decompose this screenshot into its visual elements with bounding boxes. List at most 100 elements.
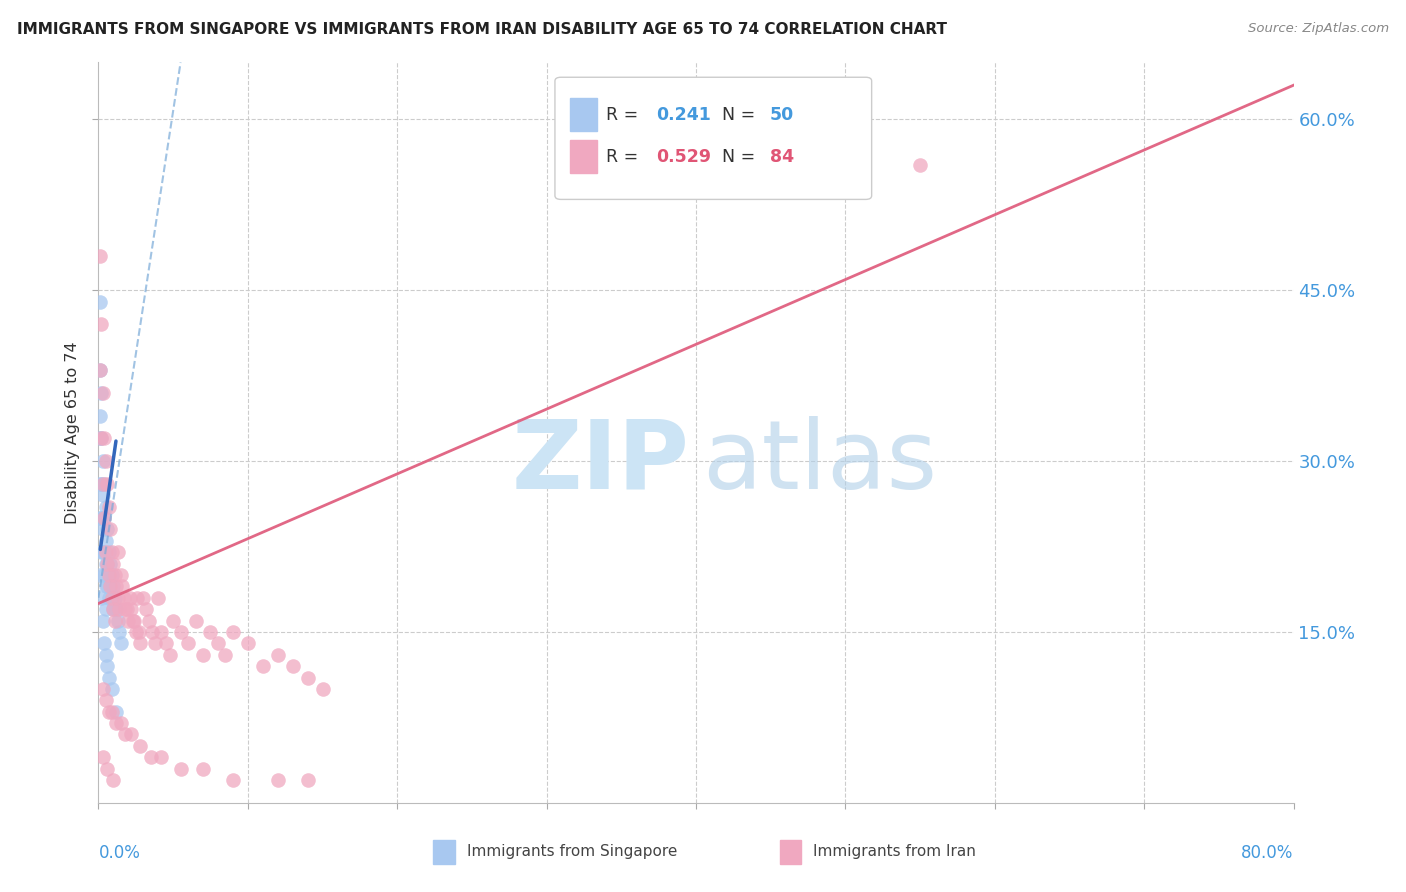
Point	[91, 476, 114, 491]
Point	[184, 614, 207, 628]
Point	[96, 557, 118, 571]
Text: 84: 84	[770, 148, 794, 166]
Point	[135, 602, 157, 616]
Point	[107, 614, 129, 628]
Text: ZIP: ZIP	[512, 416, 690, 508]
Point	[98, 523, 122, 537]
Point	[105, 705, 128, 719]
Text: 0.0%: 0.0%	[98, 844, 141, 862]
Point	[125, 624, 148, 639]
Text: Immigrants from Iran: Immigrants from Iran	[813, 844, 976, 859]
Point	[214, 648, 236, 662]
Point	[89, 409, 111, 423]
Text: 0.529: 0.529	[657, 148, 711, 166]
Point	[93, 568, 115, 582]
Point	[93, 511, 115, 525]
Point	[98, 579, 122, 593]
Point	[222, 624, 245, 639]
Bar	[571, 98, 596, 131]
Point	[129, 739, 152, 753]
Point	[91, 750, 114, 764]
Point	[120, 727, 142, 741]
Point	[177, 636, 200, 650]
Point	[93, 545, 115, 559]
Point	[97, 568, 120, 582]
Text: 80.0%: 80.0%	[1241, 844, 1294, 862]
Point	[267, 772, 290, 787]
Point	[139, 750, 162, 764]
Bar	[779, 840, 801, 863]
Text: R =: R =	[606, 106, 644, 124]
Point	[97, 568, 120, 582]
Point	[97, 591, 120, 605]
Point	[108, 602, 131, 616]
Bar	[571, 140, 596, 173]
Point	[143, 636, 166, 650]
Point	[104, 568, 127, 582]
Point	[90, 511, 112, 525]
Point	[114, 727, 136, 741]
Point	[132, 591, 155, 605]
Point	[89, 568, 111, 582]
Point	[93, 636, 115, 650]
Point	[90, 545, 112, 559]
Point	[93, 476, 115, 491]
Point	[236, 636, 259, 650]
Point	[110, 716, 132, 731]
Point	[162, 614, 184, 628]
Point	[118, 591, 141, 605]
Point	[124, 614, 146, 628]
Point	[90, 591, 112, 605]
Point	[103, 602, 125, 616]
Point	[103, 557, 125, 571]
Point	[90, 385, 112, 400]
Point	[111, 579, 134, 593]
Point	[94, 545, 117, 559]
Text: 50: 50	[770, 106, 794, 124]
Point	[159, 648, 181, 662]
Point	[110, 636, 132, 650]
Point	[89, 511, 111, 525]
Point	[107, 545, 129, 559]
Point	[91, 454, 114, 468]
Point	[94, 602, 117, 616]
Point	[207, 636, 229, 650]
Point	[908, 158, 931, 172]
Point	[114, 602, 136, 616]
Point	[94, 557, 117, 571]
Point	[150, 624, 173, 639]
Point	[169, 624, 191, 639]
Point	[252, 659, 274, 673]
FancyBboxPatch shape	[555, 78, 872, 200]
Point	[101, 705, 124, 719]
Point	[89, 363, 111, 377]
Point	[90, 476, 112, 491]
Y-axis label: Disability Age 65 to 74: Disability Age 65 to 74	[65, 342, 80, 524]
Point	[91, 523, 114, 537]
Text: IMMIGRANTS FROM SINGAPORE VS IMMIGRANTS FROM IRAN DISABILITY AGE 65 TO 74 CORREL: IMMIGRANTS FROM SINGAPORE VS IMMIGRANTS …	[17, 22, 946, 37]
Point	[97, 705, 120, 719]
Point	[101, 681, 124, 696]
Text: Source: ZipAtlas.com: Source: ZipAtlas.com	[1249, 22, 1389, 36]
Point	[103, 602, 125, 616]
Point	[141, 624, 163, 639]
Point	[311, 681, 333, 696]
Point	[117, 614, 139, 628]
Point	[90, 318, 112, 332]
Point	[200, 624, 222, 639]
Point	[101, 591, 124, 605]
Point	[222, 772, 245, 787]
Point	[297, 772, 319, 787]
Point	[98, 579, 122, 593]
Point	[127, 591, 149, 605]
Point	[96, 762, 118, 776]
Point	[91, 681, 114, 696]
Point	[94, 579, 117, 593]
Point	[101, 568, 124, 582]
Point	[267, 648, 290, 662]
Point	[104, 614, 127, 628]
Bar	[433, 840, 454, 863]
Point	[128, 624, 150, 639]
Point	[89, 476, 111, 491]
Point	[103, 772, 125, 787]
